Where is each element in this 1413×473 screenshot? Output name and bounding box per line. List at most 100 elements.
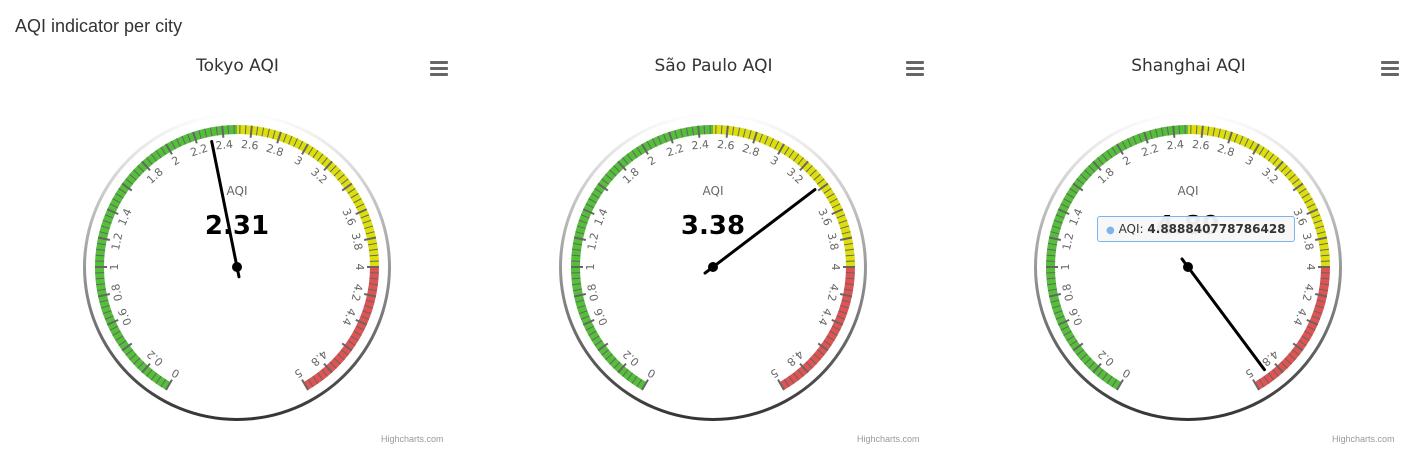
gauge-minor-tick	[102, 310, 112, 315]
gauge-minor-tick	[137, 165, 145, 173]
gauge-major-tick	[1252, 379, 1260, 391]
gauge-minor-tick	[1046, 254, 1056, 257]
gauge-minor-tick	[129, 353, 137, 361]
hamburger-menu-icon-bar	[1381, 67, 1399, 70]
gauge-minor-tick	[691, 126, 695, 136]
gauge-minor-tick	[805, 361, 813, 369]
tick-label: 4	[1304, 264, 1317, 271]
gauge-minor-tick	[1047, 242, 1057, 246]
tick-label: 3.6	[815, 207, 834, 228]
needle-pivot	[708, 262, 718, 272]
gauge-minor-tick	[844, 283, 854, 286]
gauge-minor-tick	[816, 349, 825, 356]
gauge-minor-tick	[160, 146, 167, 155]
gauge-minor-tick	[104, 214, 114, 219]
gauge-minor-tick	[1320, 277, 1330, 280]
gauge-minor-tick	[1311, 214, 1321, 219]
gauge-band	[1188, 125, 1330, 267]
tick-label: 4.4	[815, 306, 834, 327]
gauge-minor-tick	[368, 288, 378, 292]
gauge-minor-tick	[109, 325, 119, 331]
gauge-minor-tick	[160, 379, 167, 388]
gauge-minor-tick	[840, 225, 850, 230]
series-name-label: AQI	[227, 184, 248, 198]
gauge-minor-tick	[703, 125, 706, 135]
gauge-minor-tick	[674, 130, 678, 140]
gauge-minor-tick	[774, 140, 780, 150]
gauge-major-tick	[1048, 293, 1062, 298]
gauge-minor-tick	[844, 248, 854, 251]
gauge-minor-tick	[125, 178, 134, 185]
gauge-minor-tick	[1195, 125, 1198, 135]
tick-label: 3.8	[349, 232, 365, 252]
credits-link[interactable]: Highcharts.com	[1332, 434, 1395, 444]
gauge-minor-tick	[1060, 325, 1070, 331]
tick-label: 1	[108, 264, 121, 271]
gauge-minor-tick	[1066, 193, 1075, 199]
gauge-minor-tick	[1076, 178, 1085, 185]
gauge-minor-tick	[364, 304, 374, 309]
tick-label: 2.4	[215, 138, 234, 153]
gauge-svg: 00.20.60.811.21.41.822.2 2.4 2.6 2.833.23.6…	[83, 113, 391, 421]
gauge-major-tick	[831, 318, 844, 326]
gauge-minor-tick	[829, 330, 838, 336]
gauge-major-tick	[777, 143, 785, 155]
credits-link[interactable]: Highcharts.com	[857, 434, 920, 444]
chart-menu-button[interactable]	[903, 61, 927, 81]
gauge-minor-tick	[636, 379, 643, 388]
tick-label: 1.2	[585, 232, 601, 252]
gauge-minor-tick	[844, 288, 854, 292]
credits-link[interactable]: Highcharts.com	[381, 434, 444, 444]
tooltip: ● AQI: 4.888840778786428	[1097, 216, 1295, 242]
gauge-minor-tick	[1046, 277, 1056, 280]
hamburger-menu-icon-bar	[906, 73, 924, 76]
chart-menu-button[interactable]	[427, 61, 451, 81]
gauge-major-tick	[1274, 160, 1284, 172]
tick-label: 0.8	[585, 283, 601, 303]
gauge-minor-tick	[594, 340, 603, 346]
gauge-minor-tick	[350, 335, 359, 341]
gauge-minor-tick	[578, 219, 588, 224]
gauge-minor-tick	[572, 242, 582, 246]
gauge-minor-tick	[150, 372, 157, 381]
chart-menu-button[interactable]	[1378, 61, 1402, 81]
gauge-minor-tick	[227, 125, 230, 135]
gauge-minor-tick	[826, 193, 835, 199]
gauge-minor-tick	[369, 277, 379, 280]
gauge-minor-tick	[1301, 335, 1310, 341]
gauge-minor-tick	[1319, 242, 1329, 246]
gauge-minor-tick	[1084, 169, 1092, 177]
tick-label: 2.6	[716, 138, 735, 153]
gauge-major-tick	[641, 379, 649, 391]
tick-label: 1	[1059, 264, 1072, 271]
tick-label: 1.4	[116, 207, 135, 228]
gauge-major-tick	[221, 125, 225, 138]
gauge-minor-tick	[1258, 379, 1265, 388]
tick-label: 0.6	[1067, 306, 1086, 327]
gauge-minor-tick	[609, 169, 617, 177]
gauge-minor-tick	[1315, 304, 1325, 309]
gauge-minor-tick	[813, 353, 821, 361]
gauge-minor-tick	[788, 375, 795, 384]
gauge-minor-tick	[731, 126, 735, 136]
gauge-minor-tick	[204, 128, 208, 138]
gauge-minor-tick	[1284, 169, 1292, 177]
gauge-minor-tick	[1288, 353, 1296, 361]
gauge-major-tick	[799, 160, 809, 172]
gauge-minor-tick	[146, 369, 153, 377]
gauge-minor-tick	[333, 169, 341, 177]
gauge-minor-tick	[100, 304, 110, 309]
gauge-minor-tick	[340, 349, 349, 356]
gauge-major-tick	[363, 293, 377, 298]
gauge-minor-tick	[613, 361, 621, 369]
gauge-major-tick	[799, 362, 809, 374]
gauge-minor-tick	[720, 125, 723, 135]
gauge-minor-tick	[1288, 173, 1296, 181]
gauge-minor-tick	[588, 330, 597, 336]
gauge-minor-tick	[845, 254, 855, 257]
gauge-minor-tick	[1313, 219, 1323, 224]
gauge-minor-tick	[685, 127, 689, 137]
gauge-minor-tick	[594, 188, 603, 194]
gauge-minor-tick	[288, 135, 293, 145]
gauge-major-tick	[363, 236, 377, 241]
